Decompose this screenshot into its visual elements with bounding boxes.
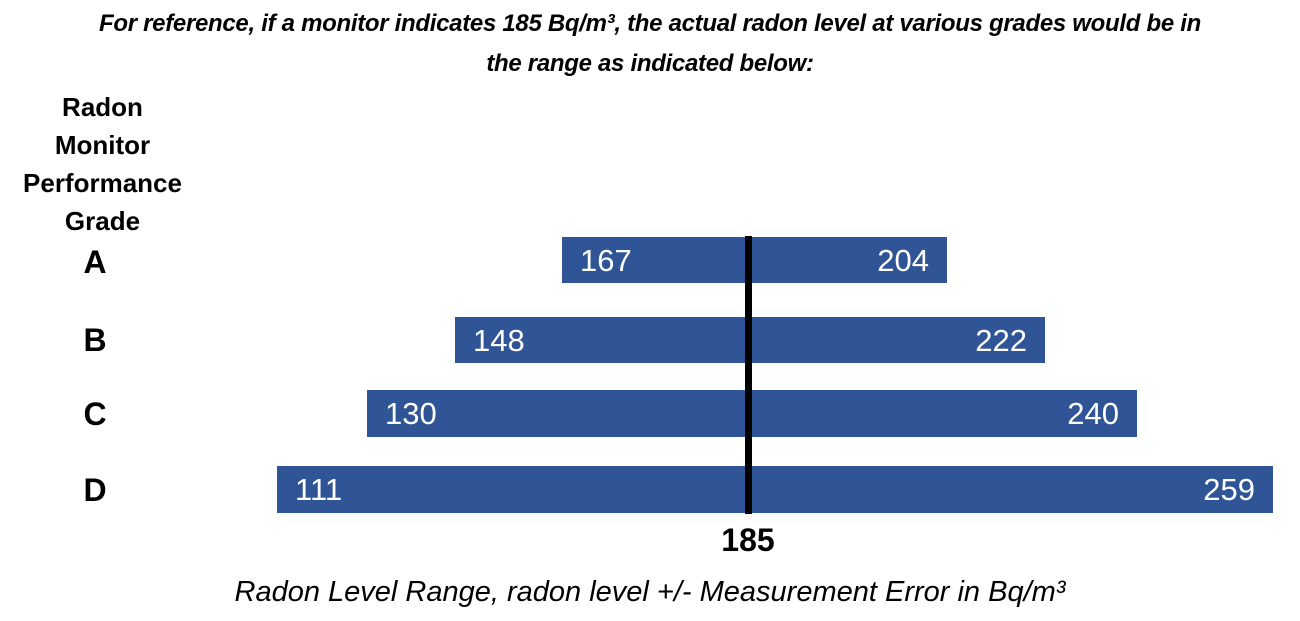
- bar-low-value: 130: [385, 396, 437, 431]
- reference-line-185: [745, 236, 752, 514]
- y-axis-label: Radon Monitor Performance Grade: [10, 88, 195, 240]
- x-axis-caption: Radon Level Range, radon level +/- Measu…: [234, 576, 1066, 608]
- grade-label-a: A: [83, 244, 107, 280]
- reference-value-label: 185: [721, 522, 775, 558]
- bar-low-value: 111: [295, 472, 343, 507]
- bar-high-value: 204: [877, 242, 929, 278]
- chart-title: For reference, if a monitor indicates 18…: [0, 4, 1300, 84]
- grade-label-c: C: [83, 396, 107, 432]
- bar-low-value: 148: [473, 322, 525, 358]
- y-axis-label-line: Performance: [23, 168, 182, 198]
- y-axis-label-line: Grade: [64, 206, 141, 236]
- range-bar-grade-d: 111 259: [277, 466, 1273, 513]
- chart-title-line-2: the range as indicated below:: [486, 50, 814, 77]
- bar-high-value: 259: [1203, 472, 1255, 507]
- chart-title-line-1: For reference, if a monitor indicates 18…: [98, 10, 1201, 37]
- bar-low-value: 167: [580, 242, 632, 278]
- grade-label-b: B: [83, 322, 107, 358]
- range-bar-grade-c: 130 240: [367, 390, 1137, 437]
- bar-high-value: 240: [1067, 396, 1119, 431]
- range-bar-grade-a: 167 204: [562, 237, 947, 283]
- y-axis-label-line: Radon: [62, 92, 143, 122]
- bar-high-value: 222: [975, 322, 1027, 358]
- y-axis-label-line: Monitor: [54, 130, 151, 160]
- grade-label-d: D: [83, 472, 107, 508]
